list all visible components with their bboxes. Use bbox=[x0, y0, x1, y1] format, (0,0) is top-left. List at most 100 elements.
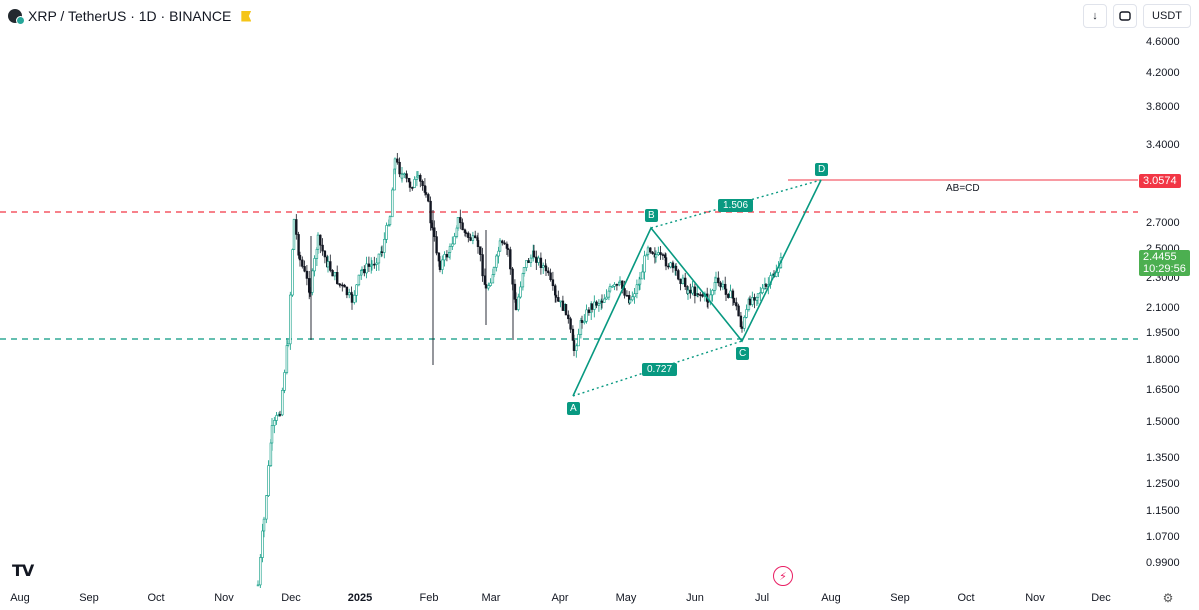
candle-body bbox=[613, 284, 616, 287]
candle-body bbox=[355, 284, 358, 296]
time-tick: Aug bbox=[10, 592, 30, 604]
candle-body bbox=[517, 296, 520, 310]
candle-body bbox=[265, 495, 268, 520]
time-tick: Dec bbox=[1091, 592, 1111, 604]
candle-body bbox=[544, 265, 548, 272]
time-tick: Jul bbox=[754, 592, 770, 604]
price-tick: 1.2500 bbox=[1146, 478, 1180, 490]
candle-body bbox=[521, 273, 525, 288]
point-a-marker[interactable]: A bbox=[567, 402, 580, 415]
last-price-label: 2.4455 10:29:56 bbox=[1139, 250, 1190, 276]
candle-body bbox=[595, 301, 598, 306]
candle-body bbox=[519, 286, 522, 298]
candle-body bbox=[631, 296, 634, 301]
candle-body bbox=[303, 266, 306, 272]
candle-body bbox=[305, 270, 309, 279]
candle-body bbox=[398, 161, 401, 175]
point-b-marker[interactable]: B bbox=[645, 209, 658, 222]
down-arrow-icon[interactable]: ↓ bbox=[1083, 4, 1108, 28]
top-toolbar: ↓ USDT bbox=[1083, 4, 1191, 28]
candle-body bbox=[583, 320, 586, 323]
candle-body bbox=[285, 345, 289, 373]
tradingview-logo-icon[interactable]: TV bbox=[12, 561, 34, 580]
candle-body bbox=[383, 239, 386, 253]
price-tick: 4.6000 bbox=[1146, 36, 1180, 48]
currency-selector[interactable]: USDT bbox=[1143, 4, 1191, 28]
candle-body bbox=[295, 219, 298, 235]
last-price-value: 2.4455 bbox=[1143, 251, 1177, 263]
flag-icon[interactable] bbox=[241, 10, 252, 22]
candle-body bbox=[363, 269, 366, 274]
candle-body bbox=[657, 252, 660, 256]
ac-ratio-label[interactable]: 0.727 bbox=[642, 363, 678, 376]
harmonic-pattern[interactable] bbox=[572, 179, 822, 397]
point-c-marker[interactable]: C bbox=[736, 347, 750, 360]
point-d-marker[interactable]: D bbox=[815, 163, 829, 176]
time-tick: Sep bbox=[890, 592, 910, 604]
candle-body bbox=[459, 217, 462, 224]
candle-body bbox=[551, 279, 555, 287]
candle-body bbox=[262, 518, 266, 532]
candle-body bbox=[567, 314, 570, 320]
price-tick: 1.3500 bbox=[1146, 452, 1180, 464]
candle-body bbox=[331, 270, 334, 277]
candle-body bbox=[391, 189, 394, 218]
candle-body bbox=[388, 216, 392, 226]
candle-body bbox=[638, 278, 642, 285]
gear-icon[interactable]: ⚙ bbox=[1162, 591, 1174, 605]
price-tick: 1.9500 bbox=[1146, 327, 1180, 339]
candle-body bbox=[559, 300, 562, 303]
candle-body bbox=[357, 274, 361, 286]
candle-body bbox=[664, 257, 668, 267]
price-tick: 2.1000 bbox=[1146, 302, 1180, 314]
candle-body bbox=[487, 285, 490, 289]
bolt-icon[interactable]: ⚡ bbox=[773, 566, 793, 586]
candle-body bbox=[557, 297, 560, 302]
candle-body bbox=[315, 248, 319, 259]
time-tick: Oct bbox=[147, 592, 165, 604]
price-axis[interactable]: 4.6000 4.2000 3.8000 3.4000 2.7000 2.500… bbox=[1138, 0, 1199, 585]
candle-body bbox=[273, 420, 276, 426]
candle-body bbox=[593, 301, 596, 310]
candle-body bbox=[605, 296, 608, 300]
candle-body bbox=[321, 244, 324, 252]
candle-body bbox=[628, 299, 632, 304]
price-tick: 1.1500 bbox=[1146, 505, 1180, 517]
time-tick: 2025 bbox=[347, 592, 373, 604]
price-tick: 3.8000 bbox=[1146, 101, 1180, 113]
candle-body bbox=[661, 254, 665, 256]
candle-body bbox=[721, 283, 725, 288]
candle-body bbox=[483, 275, 487, 285]
symbol-title[interactable]: XRP / TetherUS · 1D · BINANCE bbox=[28, 8, 232, 24]
candle-body bbox=[469, 237, 472, 241]
candle-body bbox=[408, 181, 412, 188]
time-tick: Sep bbox=[79, 592, 99, 604]
candle-body bbox=[370, 263, 374, 266]
candle-body bbox=[481, 254, 484, 277]
candle-body bbox=[453, 236, 456, 245]
time-tick: Apr bbox=[551, 592, 569, 604]
candle-body bbox=[353, 294, 356, 303]
candle-body bbox=[693, 286, 697, 296]
candle-body bbox=[455, 227, 459, 237]
candle-body bbox=[360, 269, 364, 271]
bd-ratio-label[interactable]: 1.506 bbox=[718, 199, 754, 212]
candle-body bbox=[413, 179, 416, 188]
candle-body bbox=[756, 293, 760, 298]
candle-body bbox=[753, 297, 756, 301]
candle-body bbox=[689, 289, 692, 294]
time-axis[interactable]: Aug Sep Oct Nov Dec 2025 Feb Mar Apr May… bbox=[0, 588, 1138, 610]
candle-body bbox=[755, 296, 759, 301]
chart-canvas[interactable] bbox=[0, 0, 1138, 588]
candle-body bbox=[373, 263, 376, 266]
candle-body bbox=[607, 290, 611, 298]
candle-body bbox=[501, 240, 504, 244]
candle-body bbox=[575, 345, 578, 351]
screenshot-icon[interactable] bbox=[1113, 4, 1138, 28]
candle-body bbox=[479, 246, 482, 255]
candle-body bbox=[367, 263, 371, 267]
candle-body bbox=[473, 235, 477, 239]
candle-body bbox=[316, 234, 320, 250]
candle-body bbox=[429, 200, 432, 224]
candle-body bbox=[335, 272, 339, 284]
